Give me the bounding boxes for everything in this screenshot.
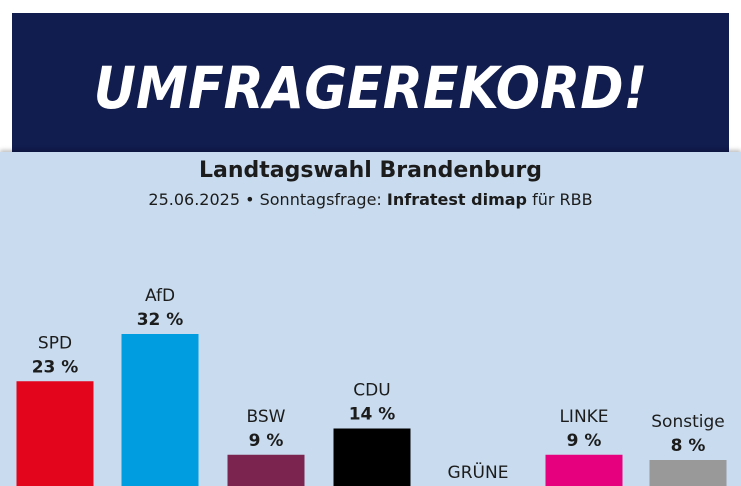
bar-label-linke: LINKE <box>559 407 608 427</box>
bar-value-spd: 23 % <box>32 357 79 377</box>
subtitle-client: für RBB <box>532 190 593 209</box>
bar-chart: SPD 23 % AfD 32 % BSW 9 % CDU 14 % GRÜNE LINKE 9 %… <box>16 286 727 486</box>
bar-label-sonstige: Sonstige <box>651 412 724 432</box>
bar-label-bsw: BSW <box>247 407 286 427</box>
bar-label-afd: AfD <box>145 286 175 306</box>
chart-panel: Landtagswahl Brandenburg 25.06.2025 • So… <box>0 152 741 486</box>
bar-value-cdu: 14 % <box>349 405 396 425</box>
bar-spd <box>16 381 94 486</box>
bar-afd <box>121 334 199 486</box>
chart-subtitle: 25.06.2025 • Sonntagsfrage: Infratest di… <box>0 190 741 209</box>
bar-value-sonstige: 8 % <box>671 436 706 456</box>
chart-title: Landtagswahl Brandenburg <box>199 158 542 183</box>
subtitle-pollster: Infratest dimap <box>386 190 527 209</box>
bar-value-linke: 9 % <box>567 431 602 451</box>
bar-linke <box>545 454 623 486</box>
bar-label-spd: SPD <box>38 333 72 353</box>
bar-value-afd: 32 % <box>137 310 184 330</box>
headline-banner: UMFRAGEREKORD! <box>12 13 729 152</box>
subtitle-date-label: 25.06.2025 • Sonntagsfrage: <box>148 190 382 209</box>
bar-cdu <box>333 428 411 486</box>
headline-title: UMFRAGEREKORD! <box>93 54 648 122</box>
bar-bsw <box>227 454 305 486</box>
bar-value-bsw: 9 % <box>249 431 284 451</box>
bar-label-grüne: GRÜNE <box>448 461 509 483</box>
bar-label-cdu: CDU <box>353 381 390 401</box>
bar-sonstige <box>649 460 727 486</box>
